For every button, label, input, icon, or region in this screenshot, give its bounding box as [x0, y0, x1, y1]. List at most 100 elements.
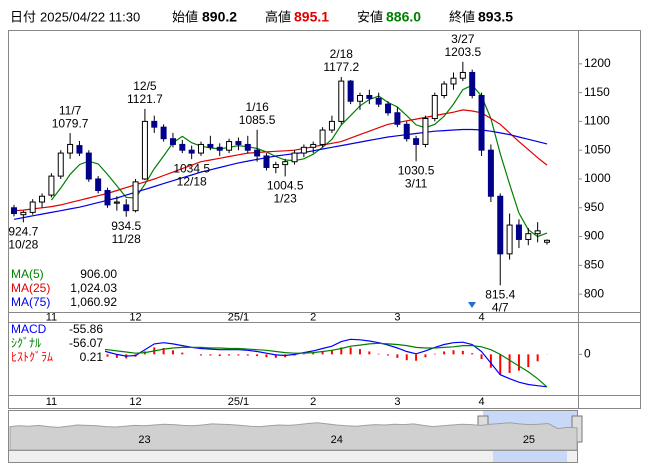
x-tick-label: 25/1: [228, 311, 249, 323]
y-tick-label: 1100: [584, 114, 610, 128]
legend-value: -56.07: [69, 336, 103, 350]
legend-value: 1,024.03: [70, 281, 117, 295]
open-value: 890.2: [202, 9, 237, 25]
annotation-date: 1/16: [245, 100, 269, 114]
annotation-date: 3/11: [405, 177, 428, 191]
candle-body: [48, 175, 55, 196]
candle-body: [319, 129, 326, 145]
candle-body: [67, 143, 74, 154]
navigator-scrollbar[interactable]: [8, 450, 578, 463]
candle-body: [497, 195, 504, 255]
candle-body: [394, 112, 401, 125]
candle-body: [282, 161, 289, 166]
candle-body: [356, 94, 363, 102]
candle-body: [431, 94, 438, 120]
annotation-date: 4/7: [492, 300, 509, 314]
annotation-value: 1085.5: [239, 113, 276, 127]
high-label: 高値: [265, 9, 291, 24]
candle-body: [198, 143, 205, 154]
candle-body: [291, 152, 298, 163]
annotation-value: 924.7: [8, 225, 38, 239]
candle-body: [141, 120, 148, 180]
scroll-thumb[interactable]: [493, 451, 567, 462]
event-marker: [468, 302, 476, 308]
low-value: 886.0: [386, 9, 421, 25]
candle-body: [366, 94, 373, 99]
candle-body: [263, 155, 270, 168]
candle-body: [216, 146, 223, 151]
x-tick-label: 2: [310, 311, 316, 323]
candle-body: [188, 149, 195, 154]
x-tick-label: 25/1: [228, 396, 249, 408]
x-tick-label: 12: [129, 311, 141, 323]
annotation-date: 11/28: [112, 232, 141, 246]
annotation-value: 1079.7: [52, 116, 89, 130]
candle-body: [254, 149, 261, 157]
candle-body: [179, 143, 186, 151]
candle-body: [113, 201, 120, 204]
candle-body: [413, 138, 420, 145]
annotation-value: 1177.2: [323, 60, 359, 74]
annotation-date: 12/5: [133, 79, 157, 93]
legend-value: 906.00: [80, 267, 117, 281]
candle-body: [20, 211, 27, 216]
ma-line: [13, 109, 548, 212]
annotation-value: 1004.5: [267, 179, 304, 193]
candle-body: [169, 138, 176, 145]
x-tick-label: 3: [394, 311, 400, 323]
legend-value: -55.86: [69, 322, 103, 336]
x-tick-label: 11: [46, 311, 57, 323]
candle-body: [151, 120, 158, 128]
y-tick-label: 1000: [584, 171, 611, 185]
legend-value: 0.21: [80, 350, 104, 364]
candle-body: [29, 201, 36, 213]
annotation-value: 1203.5: [444, 45, 481, 59]
low-label: 安値: [357, 9, 383, 24]
x-tick-label: 2: [310, 396, 316, 408]
candle-body: [478, 94, 485, 151]
annotation-value: 1034.5: [173, 161, 210, 175]
x-tick-label: 12: [129, 396, 141, 408]
candle-body: [441, 83, 448, 96]
candle-body: [506, 224, 513, 255]
candle-body: [160, 126, 167, 140]
candle-body: [235, 141, 242, 145]
annotation-value: 815.4: [485, 287, 515, 301]
candle-body: [272, 164, 279, 168]
annotation-date: 2/18: [330, 47, 354, 61]
annotation-date: 1/23: [273, 192, 297, 206]
legend-name: MA(5): [11, 267, 44, 281]
y-tick-label: 800: [584, 286, 604, 300]
y-tick-label: 950: [584, 200, 604, 214]
candle-body: [132, 181, 139, 212]
close-value: 893.5: [478, 9, 513, 25]
candle-body: [244, 143, 251, 151]
candle-body: [76, 145, 83, 154]
candle-body: [328, 120, 335, 131]
legend-name: MA(25): [11, 281, 50, 295]
candle-body: [85, 152, 92, 180]
annotation-date: 3/27: [451, 32, 475, 46]
y-tick-label: 0: [584, 347, 591, 361]
datetime: 2025/04/22 11:30: [40, 9, 140, 24]
x-tick-label: 4: [478, 396, 484, 408]
annotation-date: 12/18: [177, 174, 207, 188]
open-label: 始値: [172, 9, 198, 24]
x-tick-label: 11: [46, 396, 57, 408]
candle-body: [338, 80, 345, 122]
x-tick-label: 4: [478, 311, 484, 323]
annotation-value: 1030.5: [398, 164, 435, 178]
candle-body: [375, 97, 382, 105]
candle-body: [347, 80, 354, 102]
y-tick-label: 1200: [584, 56, 611, 70]
annotation-value: 1121.7: [127, 92, 163, 106]
candle-body: [11, 207, 17, 215]
legend-name: ｼｸﾞﾅﾙ: [11, 336, 41, 350]
navigator-label: 24: [331, 434, 343, 446]
legend-box: [9, 268, 119, 312]
date-label: 日付: [10, 9, 36, 24]
candle-body: [469, 71, 476, 96]
candle-body: [95, 178, 102, 192]
header: 日付 2025/04/22 11:30 始値 890.2 高値 895.1 安値…: [10, 9, 513, 25]
